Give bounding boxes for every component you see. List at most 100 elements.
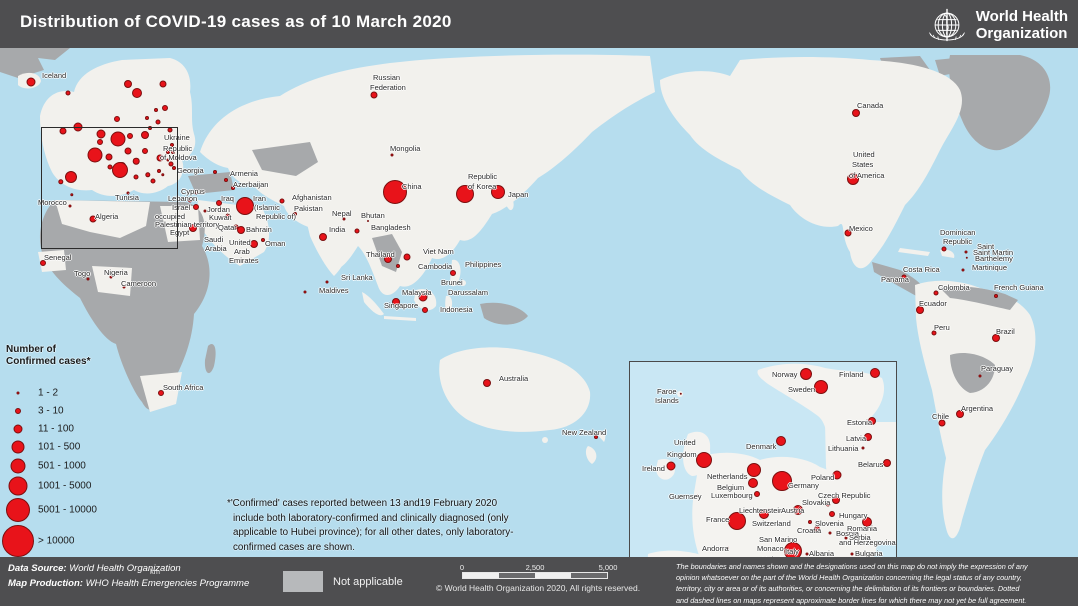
- case-marker: [994, 294, 998, 298]
- country-label: Saudi: [204, 235, 224, 244]
- country-label: Japan: [508, 190, 529, 199]
- country-label: occupied: [155, 212, 186, 221]
- legend-class-circle: [10, 458, 26, 473]
- case-marker: [870, 368, 880, 378]
- case-marker: [728, 512, 746, 530]
- country-label: Faroe: [657, 387, 677, 396]
- case-marker: [225, 213, 231, 219]
- legend-class-label: 1 - 2: [38, 387, 59, 399]
- country-label: Cameroon: [121, 279, 157, 288]
- case-marker: [132, 157, 140, 165]
- legend-class-label: 3 - 10: [38, 405, 64, 417]
- country-label: Saint: [977, 242, 995, 251]
- case-marker: [862, 517, 872, 527]
- case-marker: [776, 436, 786, 446]
- country-label: Pakistan: [294, 204, 323, 213]
- country-label: Bangladesh: [371, 223, 411, 232]
- country-label: Finland: [839, 370, 864, 379]
- country-label: Italy: [785, 547, 799, 556]
- case-marker: [978, 374, 982, 378]
- country-label: Hungary: [839, 511, 868, 520]
- case-marker: [666, 461, 676, 471]
- country-label: India: [329, 225, 346, 234]
- case-marker: [825, 501, 831, 507]
- case-marker: [110, 131, 126, 147]
- case-marker: [961, 268, 965, 272]
- case-marker: [236, 197, 254, 215]
- case-marker: [158, 390, 164, 396]
- case-marker: [216, 200, 222, 206]
- case-marker: [161, 173, 165, 177]
- country-label: Mexico: [849, 224, 873, 233]
- case-marker: [112, 162, 128, 178]
- country-label: Australia: [499, 374, 529, 383]
- country-label: United: [853, 150, 875, 159]
- country-label: Oman: [265, 239, 286, 248]
- case-marker: [87, 147, 103, 163]
- case-marker: [696, 494, 700, 498]
- case-marker: [832, 470, 842, 480]
- country-label: Belarus: [858, 460, 884, 469]
- case-marker: [450, 270, 456, 276]
- case-marker: [155, 119, 161, 125]
- country-label: Senegal: [44, 253, 72, 262]
- country-label: Viet Nam: [423, 247, 454, 256]
- legend-class-circle: [16, 391, 20, 395]
- country-label: Norway: [772, 370, 798, 379]
- country-label: Barthelemy: [975, 254, 1013, 263]
- case-marker: [759, 509, 769, 519]
- case-marker: [70, 193, 74, 197]
- case-marker: [938, 419, 946, 427]
- case-marker: [805, 552, 809, 556]
- country-label: Germany: [788, 481, 819, 490]
- country-label: Netherlands: [707, 472, 748, 481]
- case-marker: [166, 158, 170, 162]
- country-label: Peru: [934, 323, 950, 332]
- case-marker: [829, 511, 835, 517]
- country-label: Brunei: [441, 278, 463, 287]
- case-marker: [170, 143, 174, 147]
- case-marker: [748, 478, 758, 488]
- country-label: Qatar: [218, 223, 237, 232]
- country-label: Denmark: [746, 442, 777, 451]
- case-marker: [852, 109, 860, 117]
- country-label: Ecuador: [919, 299, 947, 308]
- country-label: Paraguay: [981, 364, 1014, 373]
- country-label: Canada: [857, 101, 884, 110]
- country-label: Guernsey: [669, 492, 702, 501]
- legend-class-label: 1001 - 5000: [38, 480, 92, 491]
- case-marker: [293, 212, 297, 216]
- country-label: Poland: [811, 473, 835, 482]
- case-marker: [145, 116, 149, 120]
- case-marker: [800, 368, 812, 380]
- country-label: Nigeria: [104, 268, 128, 277]
- country-label: Morocco: [38, 198, 67, 207]
- country-label: Ukraine: [164, 133, 190, 142]
- country-label: France: [706, 515, 730, 524]
- case-marker: [213, 170, 217, 174]
- case-marker: [124, 147, 132, 155]
- case-marker: [772, 471, 792, 491]
- scale-bar: 0 2,500 5,000: [460, 563, 617, 579]
- case-marker: [767, 508, 771, 512]
- country-label: Republic: [943, 237, 973, 246]
- country-label: Monaco: [757, 544, 784, 553]
- case-marker: [224, 178, 228, 182]
- case-marker: [964, 250, 968, 254]
- country-label: Bulgaria: [855, 549, 883, 558]
- case-marker: [189, 224, 197, 232]
- case-marker: [150, 178, 156, 184]
- country-label: Iraq: [221, 194, 234, 203]
- world-map: Iceland Russian Federation Canada United Stat…: [0, 48, 1078, 606]
- case-marker: [367, 220, 369, 222]
- country-label: Afghanistan: [292, 193, 332, 202]
- country-label: Ireland: [642, 464, 665, 473]
- case-marker: [895, 278, 899, 282]
- case-marker: [250, 240, 258, 248]
- case-marker: [956, 410, 964, 418]
- country-label: South Africa: [163, 383, 204, 392]
- country-label: New Zealand: [562, 428, 607, 437]
- country-label: Martinique: [972, 263, 1008, 272]
- not-applicable-label: Not applicable: [333, 576, 403, 588]
- country-label: Albania: [809, 549, 835, 558]
